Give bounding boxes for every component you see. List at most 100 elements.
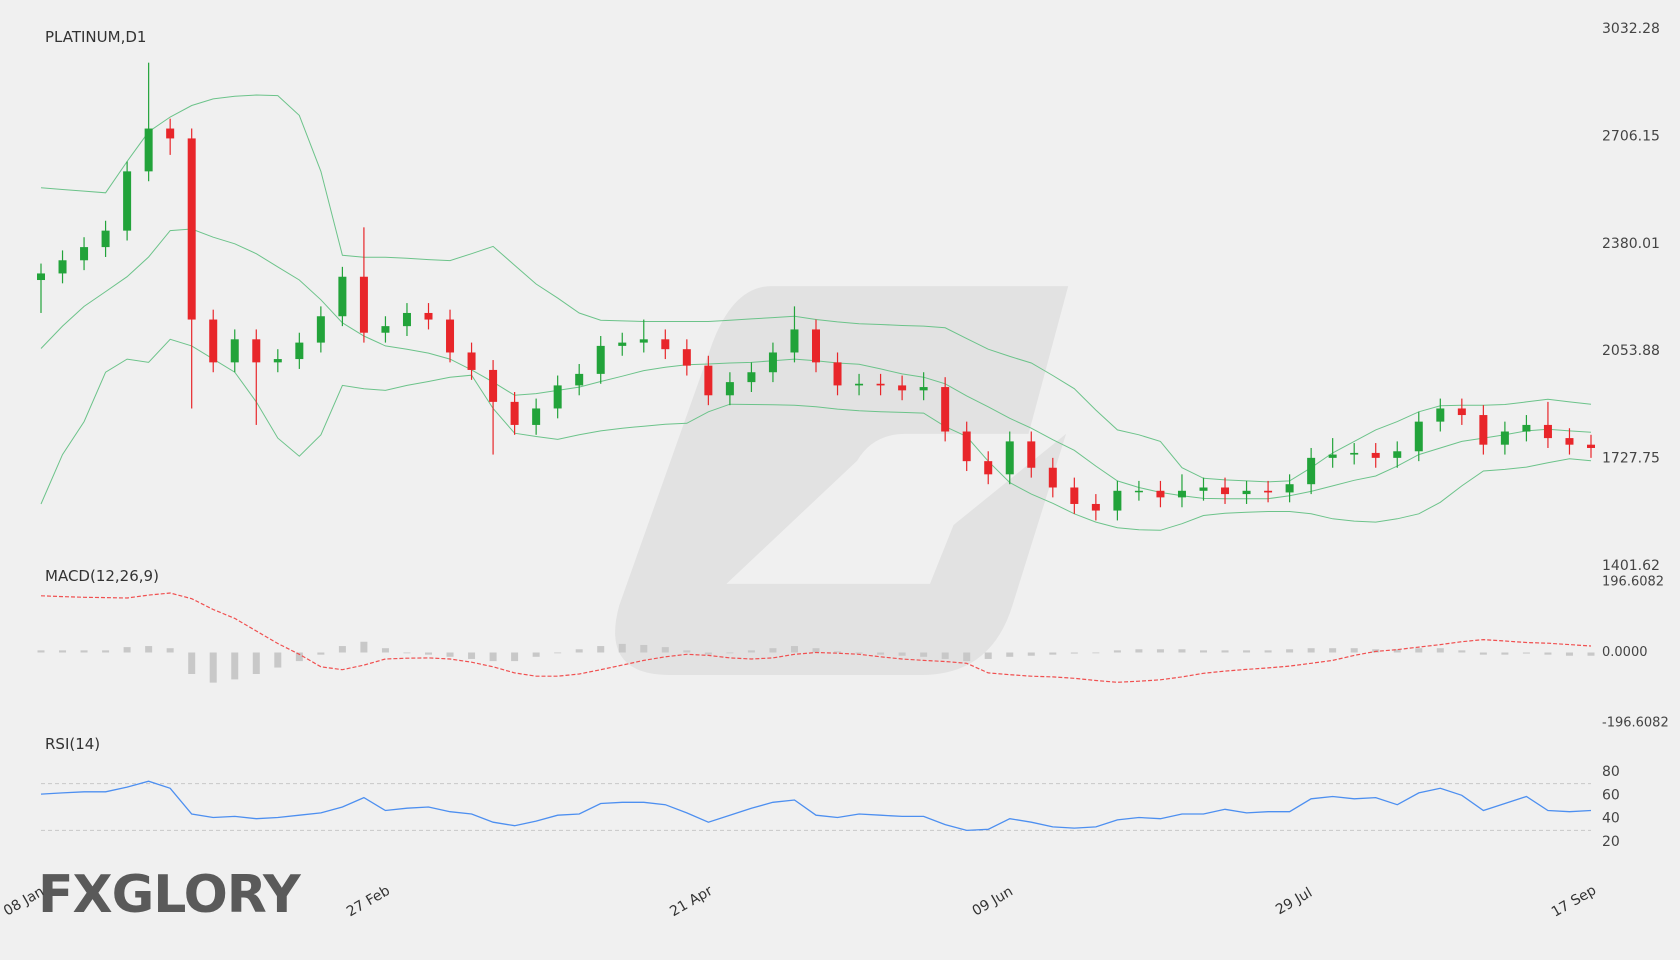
x-tick-label: 29 Jul (1273, 885, 1315, 918)
macd-bar (1156, 649, 1164, 653)
watermark (615, 286, 1069, 675)
candle-body (1156, 490, 1165, 498)
logo: FXGLORY (38, 865, 302, 925)
candle-body (209, 319, 218, 363)
macd-bar (747, 650, 755, 653)
macd-bar (1350, 648, 1358, 653)
candle-body (1371, 452, 1380, 458)
macd-bar (1049, 652, 1057, 655)
macd-bar (554, 652, 562, 654)
macd-bar (575, 649, 583, 653)
x-tick-label: 09 Jun (970, 884, 1016, 920)
macd-bar (59, 650, 67, 653)
macd-bar (274, 652, 282, 668)
macd-bar (1544, 652, 1552, 655)
candle-body (596, 345, 605, 374)
candle-body (898, 385, 907, 391)
candle-body (230, 339, 239, 363)
macd-bar (80, 650, 88, 653)
macd-bar (360, 641, 368, 653)
candle-body (1113, 490, 1122, 511)
macd-bar (145, 646, 153, 653)
macd-bar (941, 652, 949, 659)
macd-bar (1135, 649, 1143, 653)
y-tick-label: 60 (1602, 787, 1620, 803)
macd-bar (1415, 648, 1423, 653)
candle-body (1070, 487, 1079, 504)
macd-bar (1006, 652, 1014, 657)
macd-bar (425, 652, 432, 655)
x-tick-label: 17 Sep (1549, 882, 1599, 920)
candle-body (1048, 467, 1057, 488)
y-tick-label: 2706.15 (1602, 128, 1660, 144)
candle-body (1285, 484, 1294, 493)
candle-body (1565, 438, 1574, 445)
macd-bar (661, 647, 669, 653)
macd-bar (1307, 648, 1315, 653)
candle-body (316, 316, 325, 343)
candle-body (1264, 490, 1273, 493)
macd-bar (877, 652, 885, 655)
candle-body (424, 312, 433, 320)
candle-body (1091, 503, 1100, 511)
candle-body (1328, 454, 1337, 458)
candle-body (446, 319, 455, 353)
macd-bar (166, 648, 174, 653)
macd-bar (123, 647, 131, 653)
candle-body (1307, 457, 1316, 485)
signal-line (40, 592, 1592, 683)
macd-bar (1565, 652, 1573, 656)
y-tick-label: 2380.01 (1602, 236, 1660, 252)
macd-bar (1264, 650, 1272, 653)
macd-bar (1092, 652, 1100, 654)
candle-body (941, 387, 950, 432)
macd-bar (597, 646, 605, 653)
macd-bar (963, 652, 971, 662)
candle-body (855, 383, 864, 386)
macd-bar (812, 648, 820, 653)
macd-bar (769, 648, 777, 653)
candle-body (790, 329, 799, 353)
y-tick-label: 0.0000 (1602, 645, 1648, 660)
macd-bar (1027, 652, 1035, 656)
macd-bar (317, 652, 325, 655)
candle-body (682, 349, 691, 366)
macd-bar (209, 652, 217, 683)
candle-body (58, 260, 67, 274)
candle-body (37, 273, 45, 281)
y-tick-label: 40 (1602, 811, 1620, 827)
candle-body (166, 128, 175, 139)
candle-body (1350, 452, 1359, 455)
candle-body (101, 230, 110, 248)
macd-bar (295, 652, 303, 662)
macd-bar (1393, 649, 1401, 653)
macd-bar (920, 652, 928, 657)
candle-body (295, 342, 304, 360)
candle-body (575, 373, 584, 386)
candle-body (1500, 431, 1509, 445)
x-tick-label: 21 Apr (667, 883, 715, 920)
candle-body (359, 276, 368, 333)
macd-bar (1479, 652, 1487, 655)
bollinger-lower (40, 338, 1592, 531)
y-tick-label: 80 (1602, 764, 1620, 780)
macd-bar (1200, 650, 1207, 653)
macd-bar (102, 650, 110, 653)
y-tick-label: 1727.75 (1602, 451, 1660, 467)
macd-bar (252, 652, 260, 675)
logo-accent (86, 886, 100, 898)
macd-bar (790, 646, 798, 653)
candle-body (919, 387, 928, 391)
macd-bar (1522, 652, 1530, 654)
macd-bar (231, 652, 239, 680)
candle-body (80, 247, 89, 261)
macd-bar (1329, 648, 1337, 653)
macd-bar (834, 651, 842, 653)
macd-bar (1113, 650, 1121, 653)
candle-body (876, 383, 885, 386)
candle-body (123, 171, 132, 231)
candle-body (510, 401, 519, 425)
candle-body (1414, 421, 1423, 452)
macd-bar (1070, 652, 1078, 654)
